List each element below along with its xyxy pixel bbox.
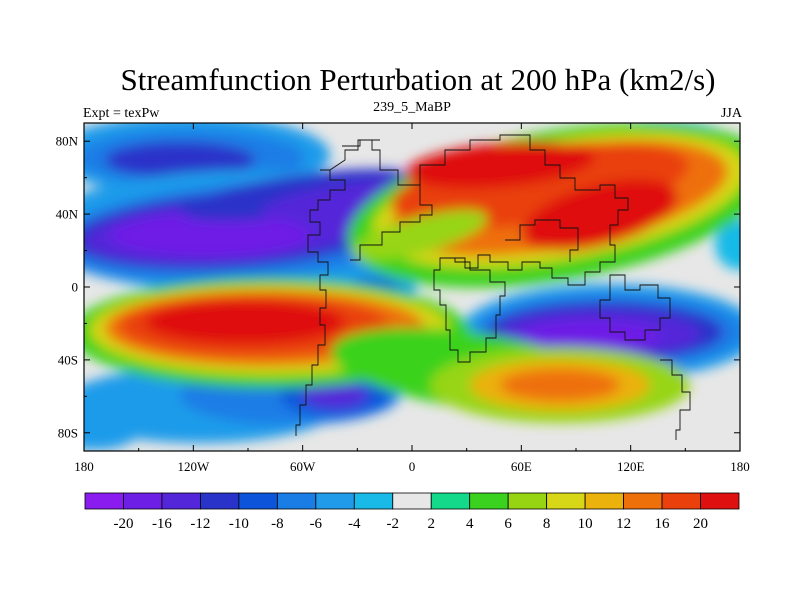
colorbar-swatch xyxy=(700,492,740,510)
colorbar-swatch xyxy=(84,492,124,510)
colorbar-label: 20 xyxy=(693,516,708,532)
map-panel xyxy=(83,122,741,452)
x-tick-label: 120E xyxy=(617,459,645,474)
colorbar-label: 4 xyxy=(466,516,474,532)
colorbar-label: -16 xyxy=(152,516,172,532)
colorbar-label: -6 xyxy=(310,516,323,532)
coastline xyxy=(505,219,579,262)
plot-title: Streamfunction Perturbation at 200 hPa (… xyxy=(121,62,716,97)
x-tick-label: 0 xyxy=(409,459,416,474)
colorbar-label: 2 xyxy=(427,516,435,532)
colorbar-swatch xyxy=(507,492,548,510)
colorbar-swatch xyxy=(123,492,163,510)
colorbar-label: 16 xyxy=(655,516,671,532)
x-tick-label: 60E xyxy=(511,459,532,474)
x-tick-label: 180 xyxy=(730,459,750,474)
x-tick-label: 180 xyxy=(74,459,94,474)
colorbar-swatch xyxy=(469,492,509,510)
colorbar-label: -4 xyxy=(348,516,361,532)
contour-fill xyxy=(715,220,740,270)
colorbar-swatch xyxy=(546,492,586,510)
contour-fill xyxy=(84,410,140,450)
contour-fill xyxy=(522,179,678,251)
colorbar-swatch xyxy=(584,492,624,510)
run-label: 239_5_MaBP xyxy=(373,100,451,115)
y-tick-label: 80S xyxy=(58,425,78,440)
coastline xyxy=(599,274,671,341)
colorbar-label: -10 xyxy=(229,516,249,532)
coastline xyxy=(342,139,380,147)
contour-fill xyxy=(303,382,367,408)
contour-fill xyxy=(105,142,255,178)
contour-fill xyxy=(110,213,310,257)
colorbar-swatch xyxy=(430,492,471,510)
colorbar-label: -8 xyxy=(271,516,284,532)
colorbar-swatch xyxy=(238,492,278,510)
colorbar-label: -2 xyxy=(387,516,400,532)
colorbar-swatch xyxy=(623,492,663,510)
colorbar-swatch xyxy=(353,492,394,510)
y-tick-label: 40S xyxy=(58,352,78,367)
colorbar-label: 8 xyxy=(543,516,551,532)
colorbar-label: -20 xyxy=(113,516,133,532)
season-label: JJA xyxy=(721,106,743,121)
axes: 180 120W 60W 0 60E 120E 180 80N 40N 0 40S 80S xyxy=(56,123,750,474)
colorbar-swatch xyxy=(392,492,432,510)
colorbar-swatch xyxy=(661,492,701,510)
coastline xyxy=(329,139,433,261)
colorbar: -20 -16 -12 -10 -8 -6 -4 -2 2 4 6 8 10 12 16 20 xyxy=(84,492,740,532)
coastline xyxy=(419,134,629,286)
experiment-label: Expt = texPw xyxy=(83,106,160,121)
colorbar-swatch xyxy=(161,492,201,510)
streamfunction-field xyxy=(84,123,740,450)
contour-fill xyxy=(500,369,620,401)
colorbar-label: 12 xyxy=(616,516,631,532)
x-tick-label: 120W xyxy=(177,459,210,474)
colorbar-swatch xyxy=(200,492,240,510)
colorbar-swatch xyxy=(315,492,355,510)
x-tick-label: 60W xyxy=(290,459,316,474)
contour-fill xyxy=(520,321,660,351)
continent-outlines xyxy=(295,134,691,440)
y-tick-label: 80N xyxy=(56,134,79,149)
colorbar-swatch xyxy=(276,492,317,510)
contour-fill xyxy=(145,300,345,344)
y-tick-label: 40N xyxy=(56,207,79,222)
colorbar-label: -12 xyxy=(190,516,210,532)
coastline xyxy=(660,359,691,440)
coastline xyxy=(295,169,346,436)
y-tick-label: 0 xyxy=(72,280,79,295)
coastline xyxy=(433,257,506,363)
contour-fill xyxy=(352,209,488,261)
contour-fill xyxy=(405,141,595,189)
colorbar-label: 10 xyxy=(578,516,593,532)
colorbar-label: 6 xyxy=(504,516,512,532)
